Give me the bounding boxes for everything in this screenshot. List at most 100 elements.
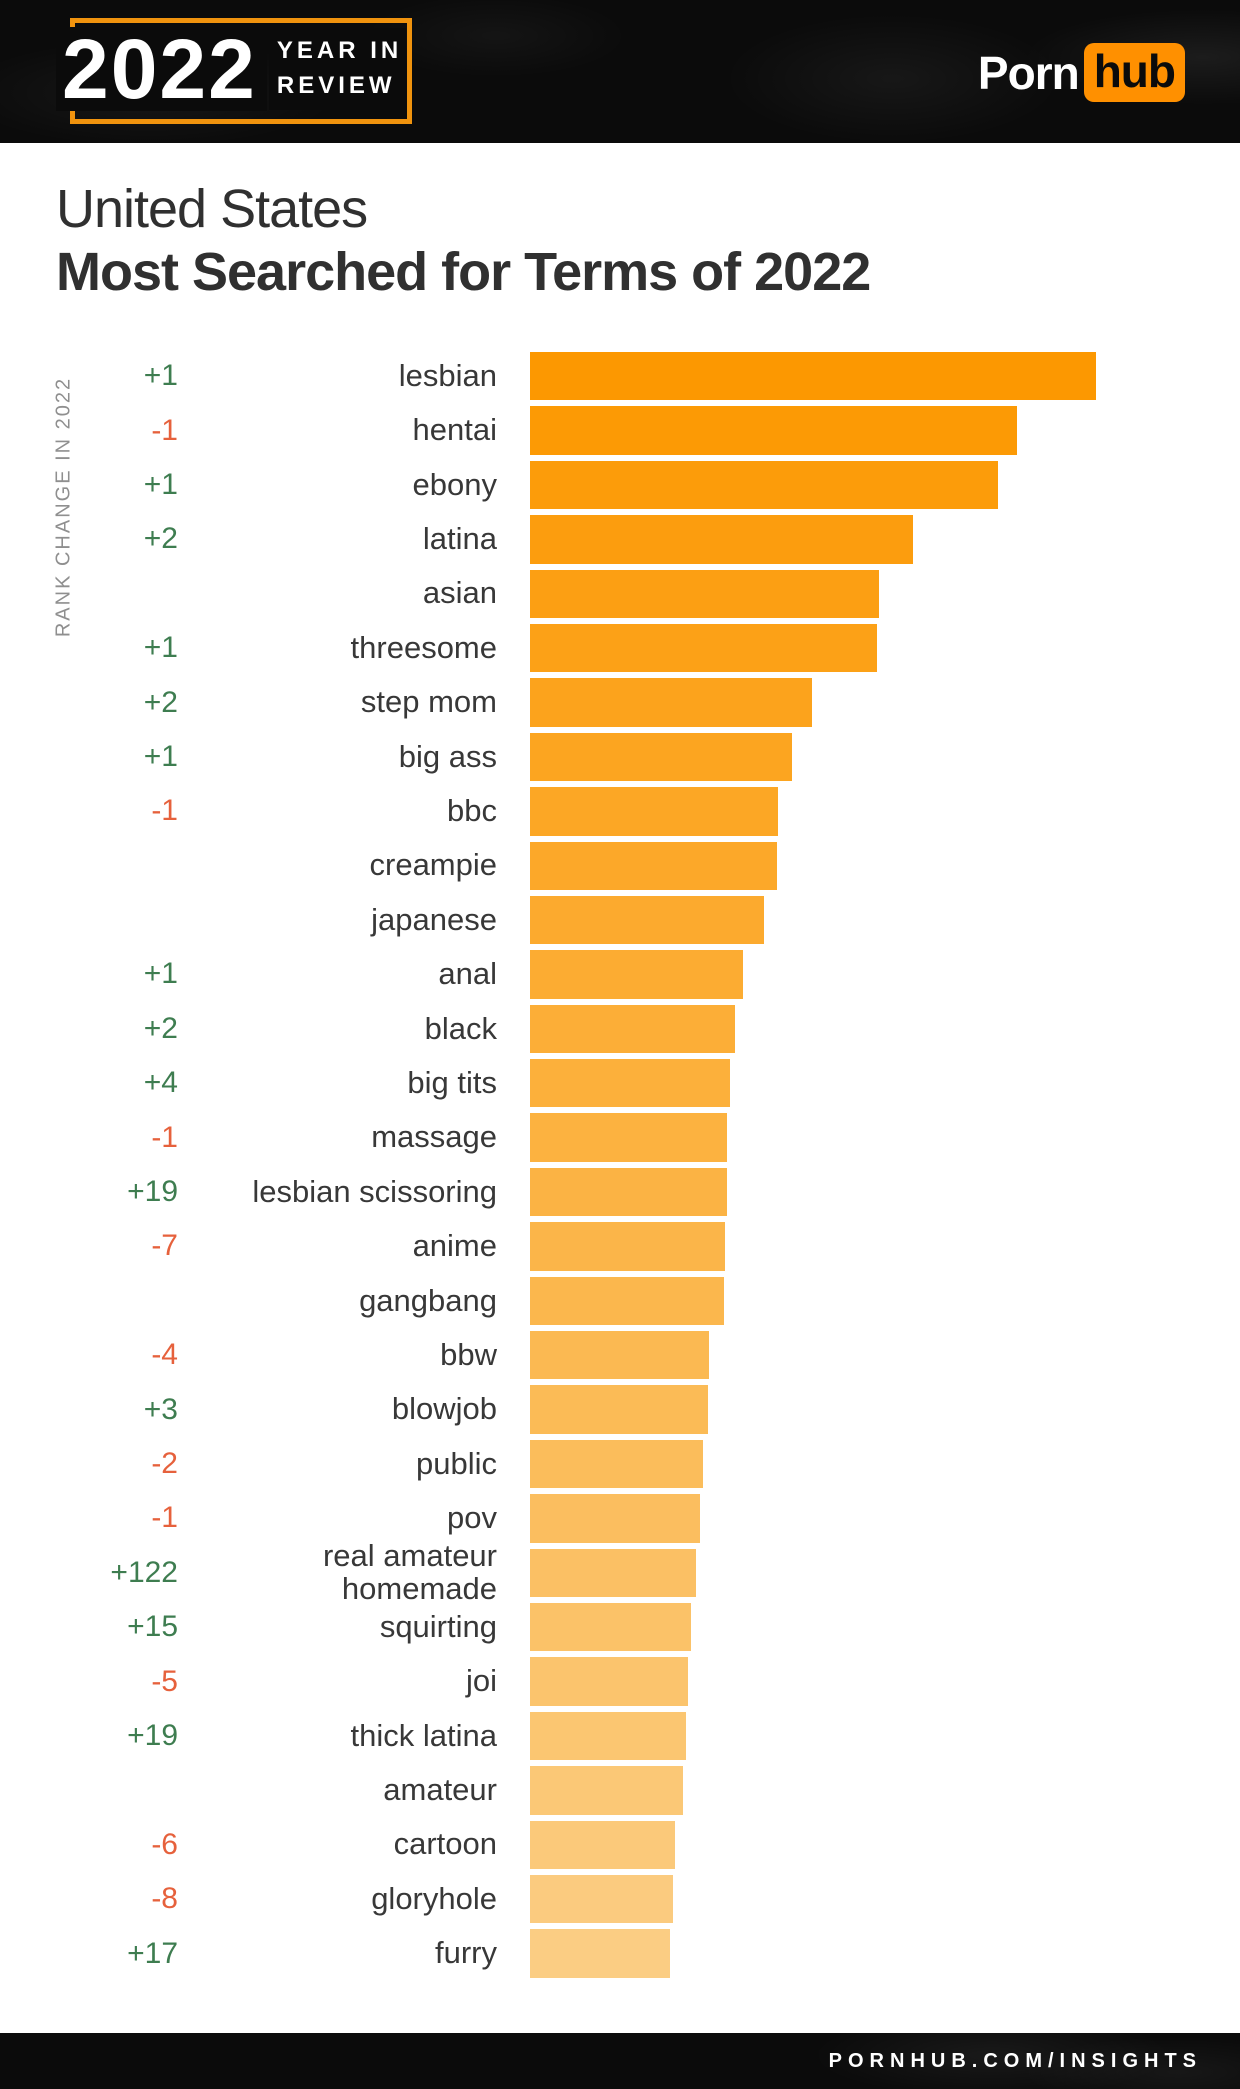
pornhub-logo: Porn hub [978, 43, 1185, 102]
bar-track [530, 1494, 1192, 1542]
search-term-bar [530, 1331, 709, 1379]
region-title: United States [56, 178, 870, 241]
bar-track [530, 842, 1192, 890]
search-term-label: gloryhole [178, 1875, 530, 1923]
search-term-bar [530, 1168, 727, 1216]
search-term-label: ebony [178, 461, 530, 509]
chart-row: -5joi [48, 1657, 1192, 1705]
chart-row: +15squirting [48, 1603, 1192, 1651]
search-term-label: lesbian [178, 352, 530, 400]
chart-row: +17furry [48, 1929, 1192, 1977]
bar-track [530, 1222, 1192, 1270]
search-term-label: japanese [178, 896, 530, 944]
bar-track [530, 1331, 1192, 1379]
search-term-label: furry [178, 1929, 530, 1977]
search-term-bar [530, 1549, 696, 1597]
search-term-label: creampie [178, 842, 530, 890]
search-term-bar [530, 1766, 683, 1814]
bar-track [530, 461, 1192, 509]
chart-row: +2step mom [48, 678, 1192, 726]
search-term-label: anal [178, 950, 530, 998]
rank-change-value: +17 [48, 1929, 178, 1977]
chart-row: +1anal [48, 950, 1192, 998]
badge-tagline-line1: YEAR IN [277, 37, 402, 64]
search-term-label: pov [178, 1494, 530, 1542]
chart-row: gangbang [48, 1277, 1192, 1325]
search-term-label: big ass [178, 733, 530, 781]
rank-change-value: +2 [48, 678, 178, 726]
search-term-label: public [178, 1440, 530, 1488]
search-term-bar [530, 733, 792, 781]
bar-track [530, 1059, 1192, 1107]
rank-change-value: +1 [48, 461, 178, 509]
bar-track [530, 406, 1192, 454]
search-term-label: bbw [178, 1331, 530, 1379]
chart-row: amateur [48, 1766, 1192, 1814]
search-term-bar [530, 1875, 673, 1923]
chart-row: -4bbw [48, 1331, 1192, 1379]
chart-row: -8gloryhole [48, 1875, 1192, 1923]
bar-track [530, 570, 1192, 618]
chart-row: -1massage [48, 1113, 1192, 1161]
search-term-bar [530, 406, 1017, 454]
search-term-label: hentai [178, 406, 530, 454]
chart-row: asian [48, 570, 1192, 618]
search-term-bar [530, 1277, 724, 1325]
rank-change-value: +3 [48, 1385, 178, 1433]
search-term-bar [530, 678, 812, 726]
title-block: United States Most Searched for Terms of… [56, 178, 870, 303]
rank-change-value: -1 [48, 1113, 178, 1161]
rank-change-value: +1 [48, 352, 178, 400]
bar-track [530, 1113, 1192, 1161]
search-term-label: blowjob [178, 1385, 530, 1433]
rank-change-value: -6 [48, 1821, 178, 1869]
chart-row: -1pov [48, 1494, 1192, 1542]
search-term-label: anime [178, 1222, 530, 1270]
chart-row: +1lesbian [48, 352, 1192, 400]
chart-title: Most Searched for Terms of 2022 [56, 241, 870, 304]
rank-change-value: -4 [48, 1331, 178, 1379]
bar-track [530, 1712, 1192, 1760]
search-term-label: big tits [178, 1059, 530, 1107]
search-term-label: gangbang [178, 1277, 530, 1325]
search-term-label: threesome [178, 624, 530, 672]
rank-change-value: -1 [48, 406, 178, 454]
rank-change-value: +1 [48, 733, 178, 781]
search-term-bar [530, 1821, 675, 1869]
chart-row: +1ebony [48, 461, 1192, 509]
bar-track [530, 1821, 1192, 1869]
search-term-bar [530, 1440, 703, 1488]
search-term-bar [530, 461, 998, 509]
chart-row: +122real amateur homemade [48, 1549, 1192, 1597]
rank-change-value [48, 1766, 178, 1814]
bar-chart: +1lesbian-1hentai+1ebony+2latinaasian+1t… [48, 352, 1192, 1984]
bar-track [530, 1385, 1192, 1433]
search-term-bar [530, 950, 743, 998]
search-term-bar [530, 1113, 727, 1161]
search-term-label: joi [178, 1657, 530, 1705]
rank-change-value: +19 [48, 1168, 178, 1216]
chart-row: +3blowjob [48, 1385, 1192, 1433]
rank-change-value: -7 [48, 1222, 178, 1270]
search-term-bar [530, 1385, 708, 1433]
rank-change-value: +2 [48, 515, 178, 563]
rank-change-value: +4 [48, 1059, 178, 1107]
search-term-label: massage [178, 1113, 530, 1161]
badge-tagline-line2: REVIEW [277, 72, 396, 99]
bar-track [530, 515, 1192, 563]
search-term-bar [530, 1657, 688, 1705]
rank-change-value: +1 [48, 950, 178, 998]
year-in-review-badge: 2022 YEAR IN REVIEW [56, 13, 406, 125]
chart-row: +4big tits [48, 1059, 1192, 1107]
chart-row: +19thick latina [48, 1712, 1192, 1760]
search-term-bar [530, 787, 778, 835]
bar-track [530, 1005, 1192, 1053]
search-term-bar [530, 842, 777, 890]
chart-row: -7anime [48, 1222, 1192, 1270]
search-term-label: bbc [178, 787, 530, 835]
rank-change-value [48, 1277, 178, 1325]
search-term-label: amateur [178, 1766, 530, 1814]
search-term-label: step mom [178, 678, 530, 726]
rank-change-value: -2 [48, 1440, 178, 1488]
rank-change-value: +15 [48, 1603, 178, 1651]
